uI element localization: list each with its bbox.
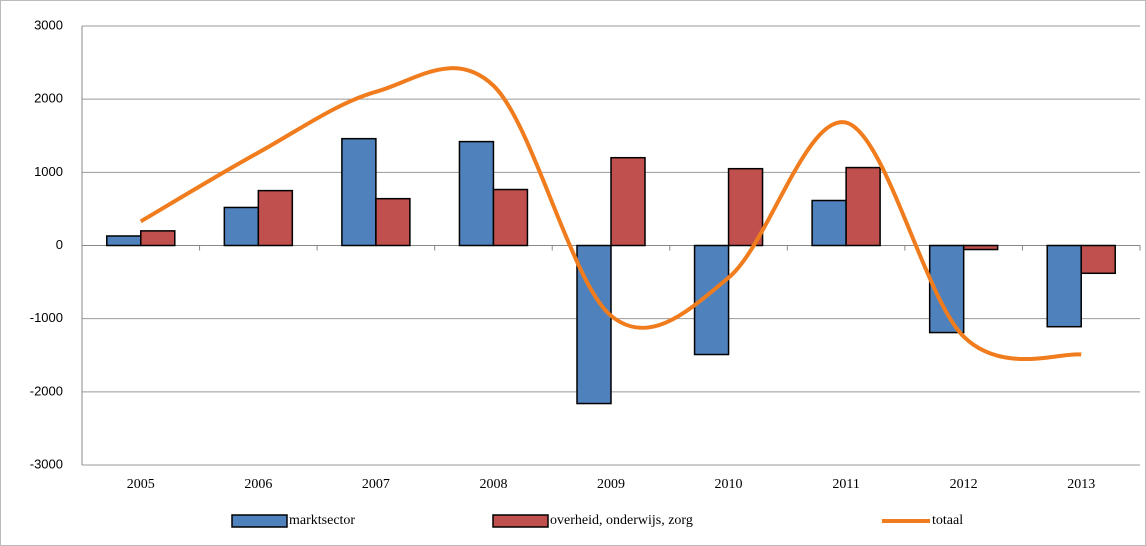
legend-label: totaal <box>932 513 963 528</box>
y-tick-label: 1000 <box>34 164 63 179</box>
x-tick-label: 2010 <box>715 477 743 492</box>
y-tick-label: -3000 <box>30 456 63 471</box>
x-tick-label: 2005 <box>127 477 155 492</box>
y-tick-label: 3000 <box>34 17 63 32</box>
x-tick-label: 2011 <box>832 477 859 492</box>
y-tick-label: 2000 <box>34 91 63 106</box>
bar <box>106 235 142 247</box>
x-tick-label: 2006 <box>244 477 272 492</box>
bar <box>962 244 999 251</box>
legend-label: overheid, onderwijs, zorg <box>550 513 693 528</box>
legend-swatch <box>492 514 549 528</box>
x-tick-label: 2013 <box>1067 477 1095 492</box>
x-tick-label: 2009 <box>597 477 625 492</box>
x-tick-label: 2008 <box>479 477 507 492</box>
bar <box>458 140 495 247</box>
y-tick-label: -1000 <box>30 310 63 325</box>
bar <box>1046 244 1082 328</box>
bar <box>845 166 881 247</box>
legend-swatch <box>231 514 288 528</box>
line <box>139 66 1082 361</box>
bar <box>727 167 764 247</box>
x-tick-label: 2012 <box>950 477 978 492</box>
bar <box>492 188 529 247</box>
bar <box>1080 244 1116 275</box>
legend-label: marktsector <box>289 513 355 528</box>
bar <box>223 206 260 247</box>
bar <box>257 189 294 247</box>
x-tick-label: 2007 <box>362 477 390 492</box>
bar <box>341 137 377 247</box>
y-tick-label: -2000 <box>30 383 63 398</box>
bar <box>375 197 411 247</box>
bar <box>610 156 646 247</box>
bar <box>811 199 847 247</box>
bar <box>576 244 612 405</box>
bar <box>140 230 176 247</box>
y-tick-label: 0 <box>56 237 63 252</box>
